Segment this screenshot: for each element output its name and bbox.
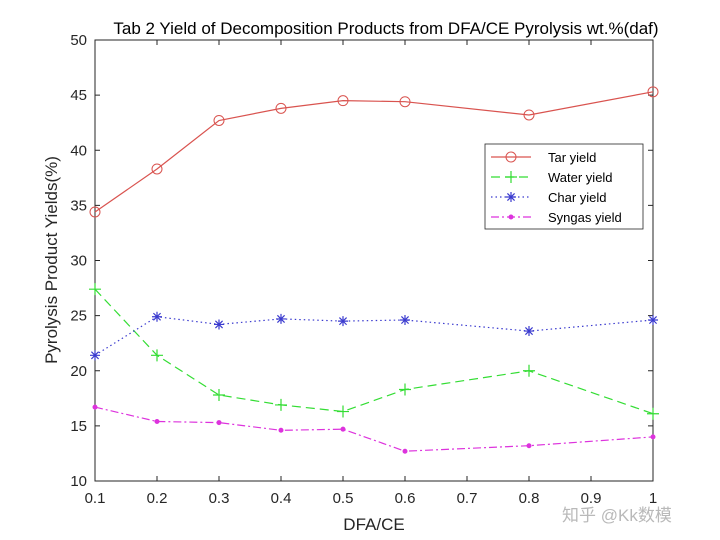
x-axis: 0.1 0.2 0.3 0.4 0.5 0.6 0.7 0.8 0.9 1	[85, 40, 657, 507]
data-point-char-yield	[90, 350, 100, 361]
x-tick-label: 0.4	[271, 490, 292, 507]
data-point-water-yield	[89, 283, 101, 296]
x-tick-label: 0.2	[147, 490, 168, 507]
data-point-water-yield	[151, 349, 163, 362]
plot-area	[94, 39, 654, 482]
data-point-tar-yield	[89, 206, 101, 218]
y-tick-label: 20	[70, 363, 87, 380]
data-point-tar-yield	[647, 86, 659, 98]
data-point-tar-yield	[337, 95, 349, 107]
data-point-tar-yield	[151, 163, 163, 175]
y-tick-label: 40	[70, 142, 87, 159]
y-axis-label: Pyrolysis Product Yields(%)	[42, 156, 61, 364]
data-point-syngas-yield	[92, 404, 98, 410]
x-tick-label: 0.9	[581, 490, 602, 507]
series-tar-yield	[89, 86, 659, 218]
series-char-yield	[90, 311, 658, 361]
y-tick-label: 35	[70, 197, 87, 214]
y-tick-label: 10	[70, 473, 87, 490]
y-tick-label: 50	[70, 32, 87, 49]
x-tick-label: 0.8	[519, 490, 540, 507]
x-tick-label: 0.5	[333, 490, 354, 507]
y-axis: 10 15 20 25 30 35 40 45 50	[70, 32, 653, 490]
legend-label-water-yield: Water yield	[548, 170, 613, 185]
series-line-water-yield	[94, 288, 654, 415]
legend-label-syngas-yield: Syngas yield	[548, 210, 622, 225]
data-point-syngas-yield	[402, 448, 408, 454]
data-point-char-yield	[152, 311, 162, 322]
data-point-char-yield	[276, 313, 286, 324]
y-tick-label: 25	[70, 308, 87, 325]
data-point-syngas-yield	[526, 443, 532, 449]
data-point-syngas-yield	[216, 420, 222, 426]
data-point-water-yield	[275, 398, 287, 411]
watermark-text: 知乎 @Kk数模	[562, 506, 672, 525]
x-tick-label: 0.3	[209, 490, 230, 507]
x-axis-label: DFA/CE	[343, 515, 404, 534]
series-layer	[89, 86, 659, 454]
series-water-yield	[89, 283, 659, 420]
data-point-syngas-yield	[340, 426, 346, 432]
data-point-char-yield	[524, 326, 534, 337]
data-point-water-yield	[523, 364, 535, 377]
data-point-syngas-yield	[154, 418, 160, 424]
data-point-char-yield	[648, 315, 658, 326]
legend-label-char-yield: Char yield	[548, 190, 607, 205]
x-tick-label: 0.6	[395, 490, 416, 507]
series-line-syngas-yield	[94, 406, 654, 452]
data-point-water-yield	[213, 389, 225, 402]
data-point-char-yield	[338, 316, 348, 327]
data-point-water-yield	[399, 383, 411, 396]
data-point-char-yield	[400, 315, 410, 326]
data-point-water-yield	[337, 405, 349, 418]
x-tick-label: 0.7	[457, 490, 478, 507]
data-point-tar-yield	[275, 102, 287, 114]
x-tick-label: 0.1	[85, 490, 106, 507]
series-syngas-yield	[92, 404, 656, 454]
data-point-syngas-yield	[278, 427, 284, 433]
chart-title: Tab 2 Yield of Decomposition Products fr…	[113, 19, 658, 38]
y-tick-label: 15	[70, 418, 87, 435]
data-point-tar-yield	[523, 109, 535, 121]
data-point-water-yield	[647, 407, 659, 420]
legend-marker-water-yield	[505, 171, 517, 183]
data-point-tar-yield	[399, 96, 411, 108]
legend-label-tar-yield: Tar yield	[548, 150, 596, 165]
legend: Tar yield Water yield Char yield Syngas yie…	[484, 143, 644, 230]
data-point-tar-yield	[213, 114, 225, 126]
legend-marker-char-yield	[506, 192, 516, 202]
legend-marker-syngas-yield	[508, 214, 514, 220]
data-point-syngas-yield	[650, 434, 656, 440]
series-line-tar-yield	[94, 91, 654, 213]
legend-marker-tar-yield	[505, 151, 517, 163]
y-tick-label: 30	[70, 253, 87, 270]
y-tick-label: 45	[70, 87, 87, 104]
data-point-char-yield	[214, 319, 224, 330]
x-tick-label: 1	[649, 490, 657, 507]
